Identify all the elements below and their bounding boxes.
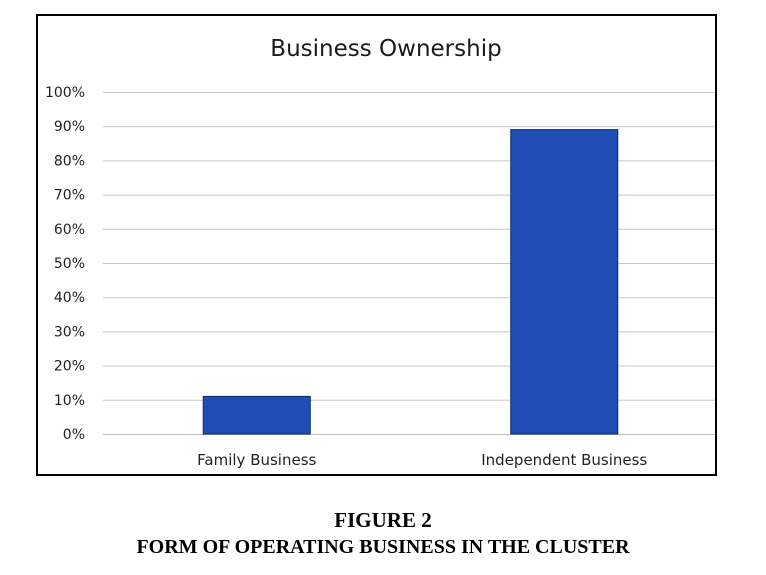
- gridlines: [103, 92, 715, 435]
- y-tick-label: 0%: [63, 427, 85, 443]
- y-tick-label: 80%: [54, 153, 85, 169]
- y-tick-label: 90%: [54, 119, 85, 135]
- y-tick-label: 50%: [54, 256, 85, 272]
- y-tick-label: 10%: [54, 393, 85, 409]
- bar: [510, 129, 619, 435]
- y-tick-label: 100%: [45, 85, 85, 101]
- figure-number: FIGURE 2: [334, 508, 432, 532]
- x-category-label: Family Business: [197, 451, 316, 469]
- bar: [202, 395, 311, 435]
- y-tick-label: 30%: [54, 324, 85, 340]
- y-tick-label: 60%: [54, 222, 85, 238]
- chart-frame: Business Ownership 0% 10% 20% 30% 40% 50% 60% 7…: [36, 14, 717, 476]
- bar-chart: Business Ownership 0% 10% 20% 30% 40% 50% 60% 7…: [45, 36, 715, 469]
- chart-title: Business Ownership: [270, 36, 501, 62]
- x-axis-categories: Family Business Independent Business: [197, 451, 647, 469]
- y-tick-label: 20%: [54, 359, 85, 375]
- bars: [202, 129, 619, 435]
- figure-title: FORM OF OPERATING BUSINESS IN THE CLUSTE…: [136, 536, 630, 558]
- x-category-label: Independent Business: [481, 451, 647, 469]
- y-tick-label: 70%: [54, 188, 85, 204]
- figure-caption: FIGURE 2 FORM OF OPERATING BUSINESS IN T…: [0, 507, 766, 561]
- y-tick-label: 40%: [54, 290, 85, 306]
- y-axis-ticks: 0% 10% 20% 30% 40% 50% 60% 70% 80% 90% 100%: [45, 85, 85, 443]
